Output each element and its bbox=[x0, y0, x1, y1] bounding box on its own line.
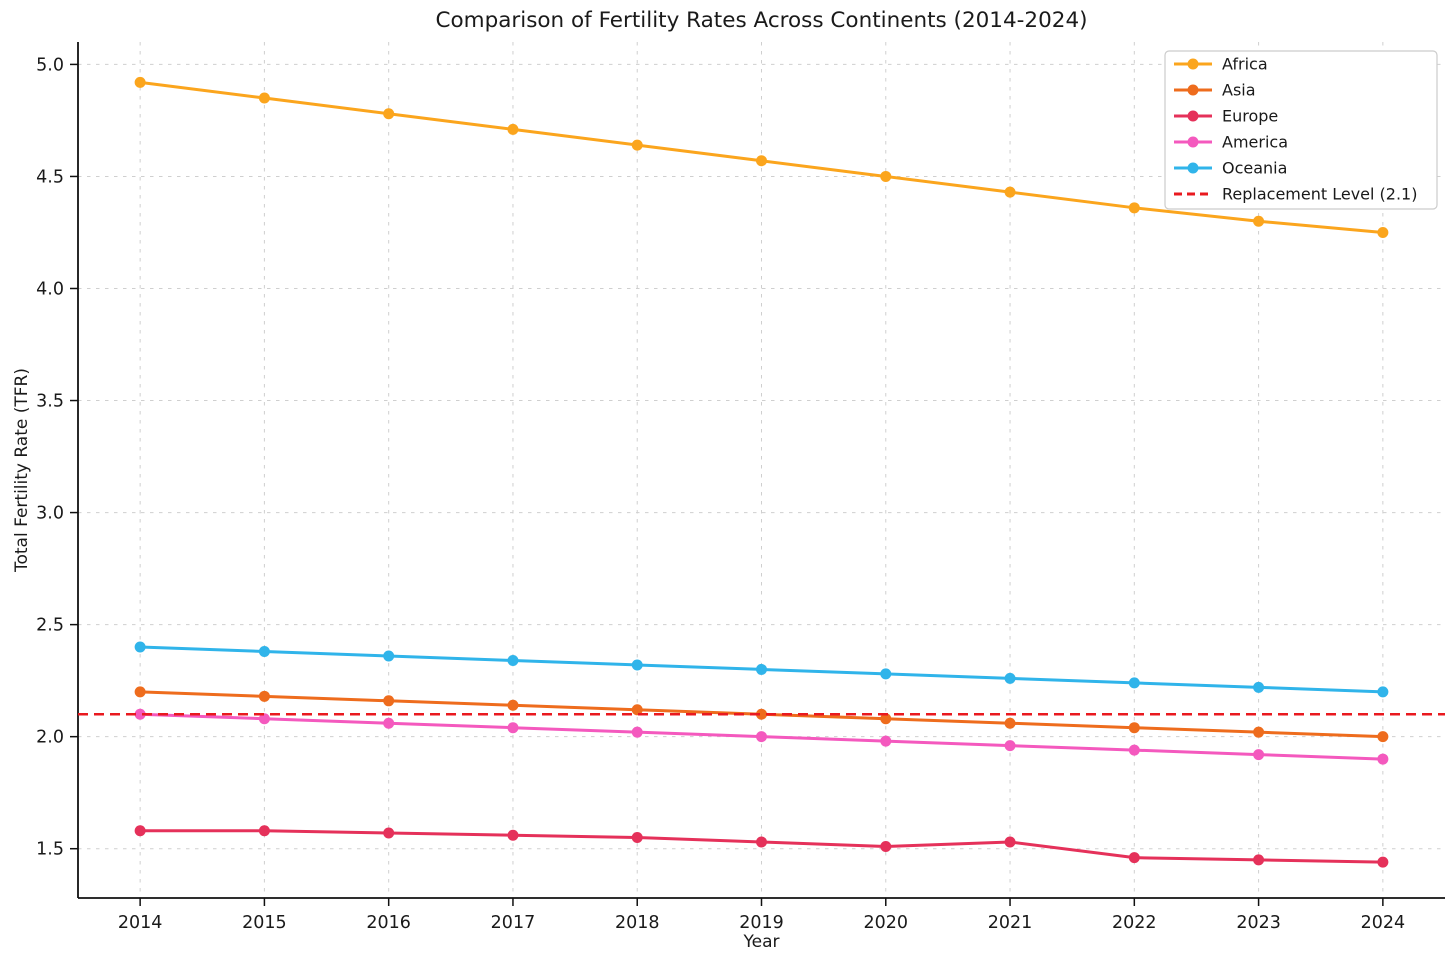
data-point-africa-2019 bbox=[756, 155, 767, 167]
x-axis-label: Year bbox=[743, 932, 780, 952]
data-point-oceania-2018 bbox=[631, 659, 643, 671]
data-point-europe-2017 bbox=[507, 829, 519, 841]
x-tick-label: 2019 bbox=[739, 913, 784, 933]
y-tick-label: 4.0 bbox=[36, 279, 64, 299]
legend-marker bbox=[1187, 84, 1199, 96]
data-point-europe-2016 bbox=[383, 827, 395, 839]
data-point-europe-2018 bbox=[631, 831, 643, 843]
data-point-asia-2018 bbox=[631, 704, 643, 716]
legend-item-asia: Asia bbox=[1222, 81, 1256, 100]
data-point-oceania-2014 bbox=[134, 641, 146, 653]
x-tick-label: 2015 bbox=[242, 913, 287, 933]
data-point-oceania-2015 bbox=[258, 646, 270, 658]
x-tick-label: 2021 bbox=[988, 913, 1033, 933]
x-tick-label: 2016 bbox=[366, 913, 411, 933]
data-point-asia-2023 bbox=[1253, 726, 1265, 738]
legend-marker bbox=[1187, 58, 1199, 70]
y-tick-label: 2.5 bbox=[36, 616, 64, 636]
data-point-africa-2020 bbox=[880, 170, 892, 182]
data-point-america-2019 bbox=[756, 731, 767, 743]
data-point-europe-2020 bbox=[880, 840, 892, 852]
data-point-oceania-2021 bbox=[1004, 672, 1016, 684]
legend-item-america: America bbox=[1222, 133, 1288, 152]
y-tick-label: 5.0 bbox=[36, 55, 64, 75]
data-point-america-2016 bbox=[383, 717, 395, 729]
data-point-europe-2014 bbox=[134, 825, 146, 837]
data-point-oceania-2020 bbox=[880, 668, 892, 680]
data-point-africa-2015 bbox=[258, 92, 270, 104]
legend-item-replacement-level-2-1-: Replacement Level (2.1) bbox=[1222, 185, 1417, 204]
legend-item-europe: Europe bbox=[1222, 107, 1278, 126]
legend-marker bbox=[1187, 110, 1199, 122]
data-point-africa-2016 bbox=[383, 108, 395, 120]
x-tick-label: 2018 bbox=[615, 913, 660, 933]
data-point-asia-2024 bbox=[1377, 731, 1389, 743]
data-point-africa-2024 bbox=[1377, 226, 1389, 238]
y-tick-label: 2.0 bbox=[36, 728, 64, 748]
x-tick-label: 2014 bbox=[118, 913, 163, 933]
y-tick-label: 1.5 bbox=[36, 840, 64, 860]
legend-box bbox=[1164, 50, 1438, 210]
data-point-africa-2021 bbox=[1004, 186, 1016, 198]
data-point-africa-2018 bbox=[631, 139, 643, 151]
data-point-america-2022 bbox=[1128, 744, 1140, 756]
data-point-america-2015 bbox=[258, 713, 270, 725]
legend-marker bbox=[1187, 136, 1199, 148]
data-point-asia-2017 bbox=[507, 699, 519, 711]
data-point-africa-2017 bbox=[507, 123, 519, 135]
x-tick-label: 2017 bbox=[491, 913, 536, 933]
legend-marker bbox=[1187, 162, 1199, 174]
x-tick-label: 2022 bbox=[1112, 913, 1157, 933]
data-point-europe-2023 bbox=[1253, 854, 1265, 866]
data-point-america-2021 bbox=[1004, 740, 1016, 752]
data-point-europe-2015 bbox=[258, 825, 270, 837]
data-point-asia-2014 bbox=[134, 686, 146, 698]
data-point-america-2014 bbox=[134, 708, 146, 720]
x-tick-label: 2023 bbox=[1236, 913, 1281, 933]
x-tick-label: 2024 bbox=[1361, 913, 1406, 933]
data-point-america-2018 bbox=[631, 726, 643, 738]
data-point-america-2023 bbox=[1253, 749, 1265, 761]
data-point-asia-2016 bbox=[383, 695, 395, 707]
data-point-africa-2023 bbox=[1253, 215, 1265, 227]
y-axis-label: Total Fertility Rate (TFR) bbox=[12, 368, 32, 572]
data-point-africa-2014 bbox=[134, 76, 146, 88]
data-point-america-2017 bbox=[507, 722, 519, 734]
data-point-america-2020 bbox=[880, 735, 892, 747]
data-point-oceania-2017 bbox=[507, 654, 519, 666]
data-point-europe-2022 bbox=[1128, 852, 1140, 864]
data-point-europe-2024 bbox=[1377, 856, 1389, 868]
data-point-asia-2021 bbox=[1004, 717, 1016, 729]
data-point-asia-2015 bbox=[258, 690, 270, 702]
legend-item-africa: Africa bbox=[1222, 55, 1268, 74]
y-tick-label: 3.0 bbox=[36, 504, 64, 524]
data-point-asia-2022 bbox=[1128, 722, 1140, 734]
data-point-oceania-2024 bbox=[1377, 686, 1389, 698]
legend-item-oceania: Oceania bbox=[1222, 159, 1287, 178]
data-point-africa-2022 bbox=[1128, 202, 1140, 214]
data-point-oceania-2016 bbox=[383, 650, 395, 662]
data-point-europe-2019 bbox=[756, 836, 767, 848]
y-tick-label: 4.5 bbox=[36, 167, 64, 187]
data-point-oceania-2022 bbox=[1128, 677, 1140, 689]
chart-title: Comparison of Fertility Rates Across Con… bbox=[435, 8, 1088, 33]
data-point-europe-2021 bbox=[1004, 836, 1016, 848]
y-tick-label: 3.5 bbox=[36, 392, 64, 412]
data-point-asia-2019 bbox=[756, 708, 767, 720]
data-point-oceania-2023 bbox=[1253, 681, 1265, 693]
data-point-asia-2020 bbox=[880, 713, 892, 725]
data-point-oceania-2019 bbox=[756, 663, 767, 675]
data-point-america-2024 bbox=[1377, 753, 1389, 765]
x-tick-label: 2020 bbox=[863, 913, 908, 933]
